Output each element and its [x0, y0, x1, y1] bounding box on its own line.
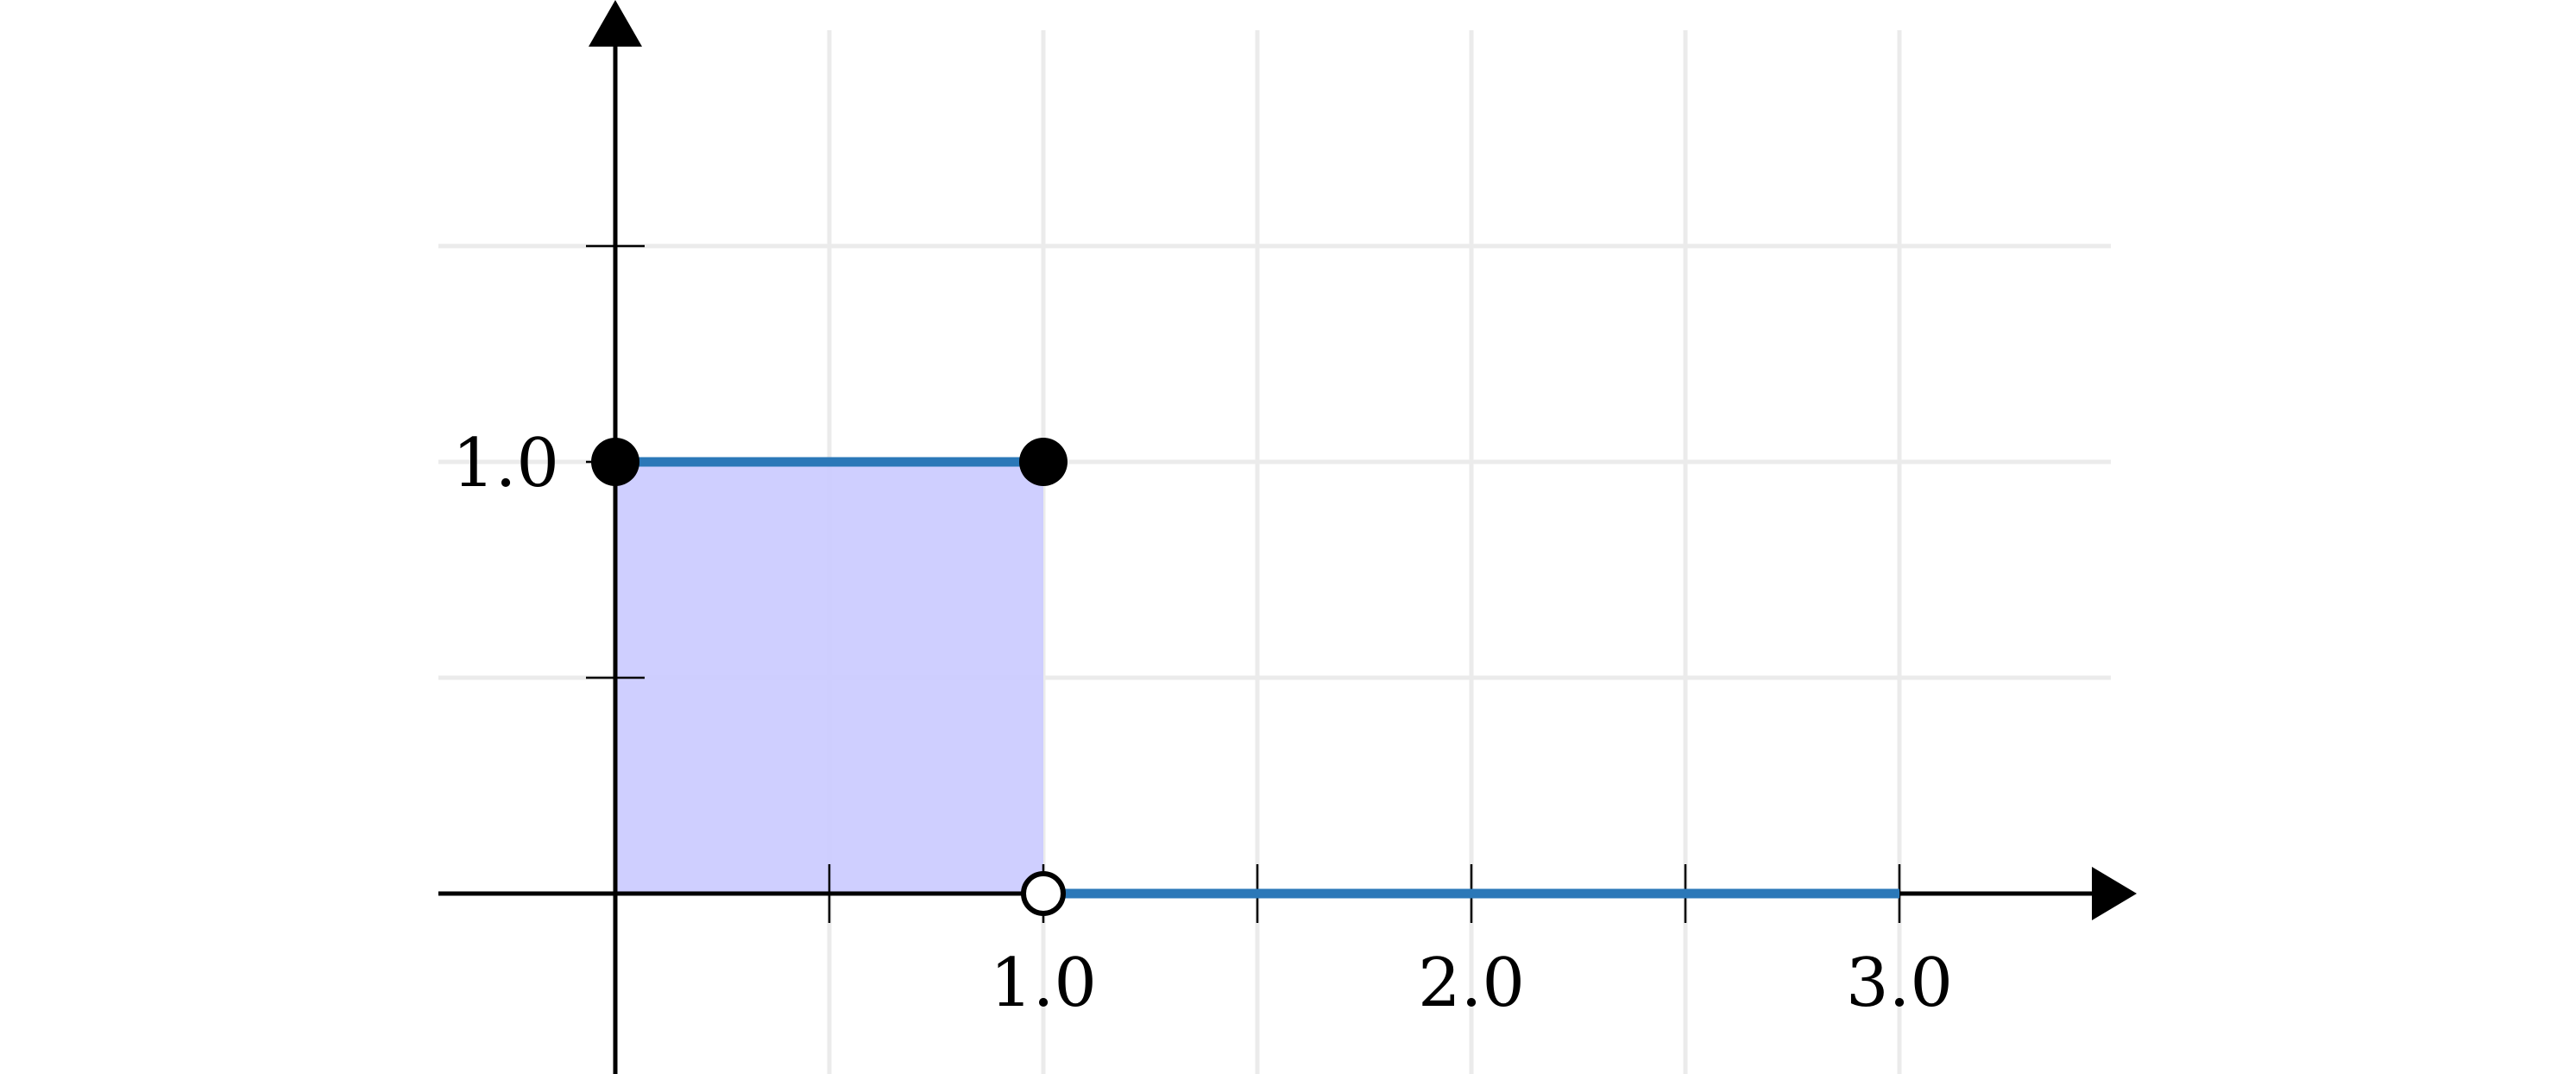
- x-tick-label: 2.0: [1418, 944, 1525, 1022]
- series-layer: [615, 457, 1899, 899]
- closed-point: [591, 438, 639, 486]
- open-point: [1021, 871, 1066, 916]
- y-tick-label: 1.0: [452, 425, 559, 502]
- x-tick-label: 3.0: [1846, 944, 1953, 1022]
- tick-labels: 1.0 2.0 3.0 1.0: [452, 425, 1953, 1022]
- x-tick-label: 1.0: [990, 944, 1097, 1022]
- points-layer: [591, 438, 1068, 916]
- y-axis-arrow: [589, 0, 642, 47]
- shaded-area-layer: [615, 462, 1043, 894]
- closed-point: [1019, 438, 1068, 486]
- x-axis-arrow: [2092, 867, 2137, 920]
- shaded-area: [615, 462, 1043, 894]
